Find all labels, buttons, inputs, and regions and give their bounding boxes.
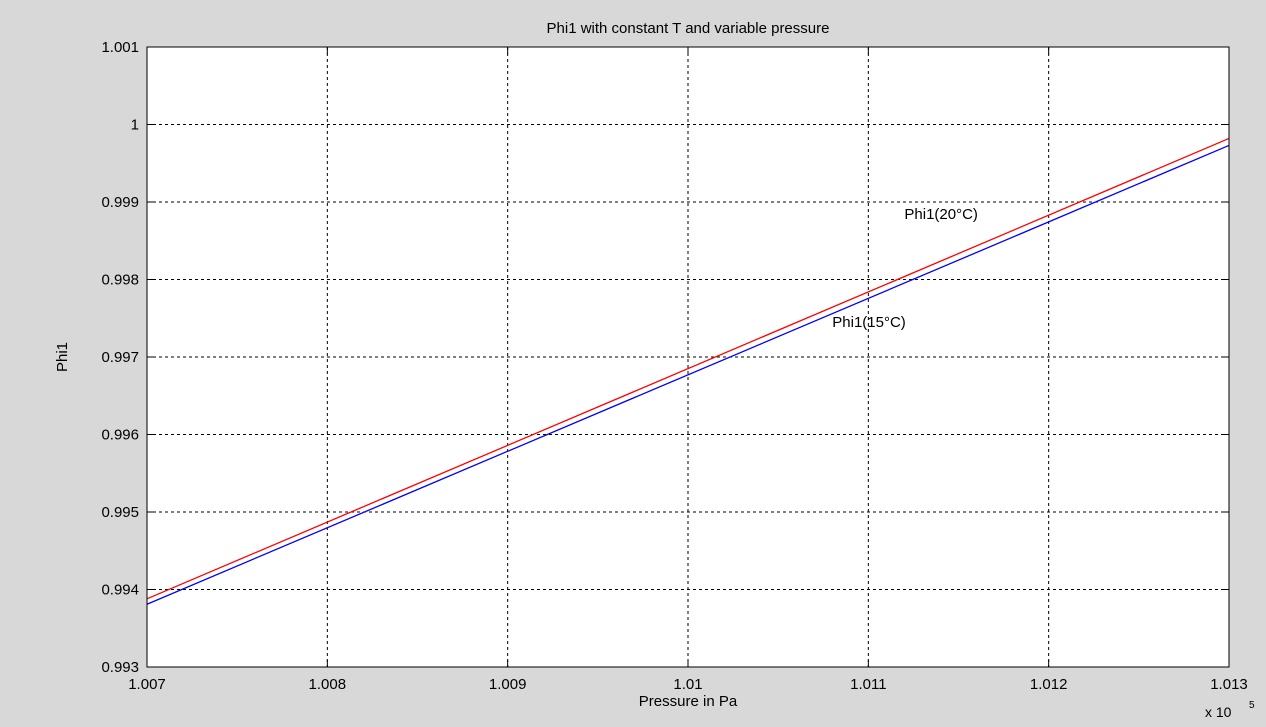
series-lines <box>146 137 1230 605</box>
annotations: Phi1(20°C) Phi1(15°C) <box>832 206 978 331</box>
y-tick-label: 0.997 <box>101 349 139 366</box>
y-tick-label: 0.994 <box>101 582 139 599</box>
annotation-label: Phi1(20°C) <box>904 206 978 223</box>
y-tick-label: 0.998 <box>101 272 139 289</box>
x-multiplier-exponent: 5 <box>1249 700 1255 711</box>
y-axis-label: Phi1 <box>54 342 71 372</box>
x-tick-label: 1.013 <box>1210 676 1248 693</box>
x-axis-multiplier: x 10 5 <box>1205 700 1255 720</box>
x-tick-label: 1.007 <box>128 676 166 693</box>
y-tick-label: 0.996 <box>101 427 139 444</box>
x-axis-label: Pressure in Pa <box>639 693 738 710</box>
x-tick-label: 1.01 <box>673 676 702 693</box>
y-tick-label: 0.993 <box>101 659 139 676</box>
series-line-1 <box>146 137 1230 600</box>
y-tick-label: 0.999 <box>101 194 139 211</box>
y-tick-label: 1 <box>131 117 139 134</box>
grid-lines <box>147 47 1229 667</box>
x-multiplier-base: x 10 <box>1205 704 1232 720</box>
x-tick-label: 1.008 <box>309 676 347 693</box>
annotation-label: Phi1(15°C) <box>832 314 906 331</box>
tick-marks <box>146 46 1230 668</box>
series-line-2 <box>146 144 1230 605</box>
x-tick-label: 1.009 <box>489 676 527 693</box>
y-tick-label: 0.995 <box>101 504 139 521</box>
x-tick-label: 1.011 <box>850 676 886 693</box>
tick-labels: 1.007 1.008 1.009 1.01 1.011 1.012 1.013 0.993 0… <box>101 39 1247 693</box>
chart-title: Phi1 with constant T and variable pressu… <box>547 20 830 37</box>
y-tick-label: 1.001 <box>101 39 139 56</box>
x-tick-label: 1.012 <box>1030 676 1068 693</box>
